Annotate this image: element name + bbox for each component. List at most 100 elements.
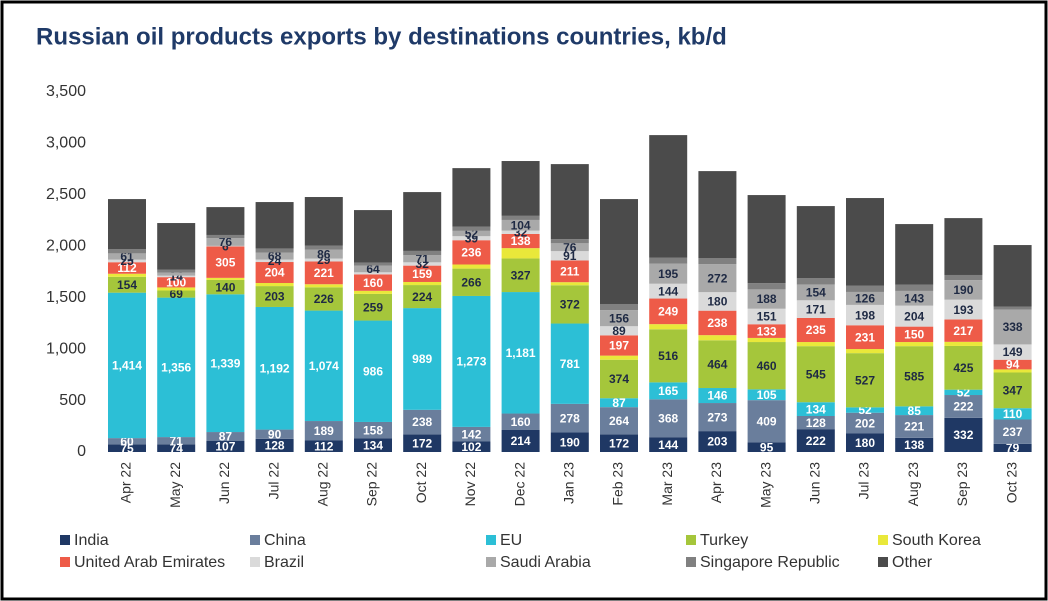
data-label: 95 [760, 440, 774, 454]
legend-label: South Korea [892, 532, 981, 549]
bar-segment [747, 400, 786, 443]
bar-segment [304, 249, 343, 259]
x-tick-label: Nov 22 [462, 462, 478, 507]
bar-segment [108, 253, 146, 260]
bar-segment [993, 306, 1032, 310]
bar-segment [255, 306, 294, 430]
bar-segment [993, 359, 1032, 370]
x-tick-label: Apr 23 [708, 462, 724, 503]
bar-segment [895, 284, 934, 291]
data-label: 107 [215, 440, 235, 454]
bar-segment [452, 441, 491, 452]
legend-swatch [878, 535, 888, 545]
bar-segment [304, 261, 343, 285]
data-label: 172 [609, 436, 629, 450]
data-label: 144 [658, 284, 678, 298]
bar-segment [157, 272, 196, 276]
legend-swatch [686, 557, 696, 567]
bar-segment [354, 293, 392, 321]
data-label: 94 [1006, 358, 1020, 372]
bar-segment [698, 335, 737, 341]
bar-segment [403, 250, 442, 256]
data-label: 259 [363, 300, 383, 314]
bar-segment [944, 417, 983, 452]
bar-segment [698, 388, 737, 404]
data-label: 126 [855, 292, 875, 306]
bar-segment [157, 290, 196, 298]
data-label: 986 [363, 364, 383, 378]
data-label: 68 [268, 249, 282, 263]
bar-segment [600, 335, 638, 356]
bar-segment [944, 280, 983, 300]
data-label: 76 [563, 240, 577, 254]
data-label: 409 [757, 414, 777, 428]
bar-segment [747, 308, 786, 325]
bar-segment [993, 344, 1032, 360]
data-label: 71 [416, 252, 430, 266]
bar-segment [600, 310, 638, 327]
bar-segment [846, 349, 884, 354]
bar-segment [501, 219, 540, 231]
bar-segment [354, 262, 392, 266]
data-label: 102 [461, 440, 481, 454]
bar-segment [550, 403, 589, 433]
bar-segment [698, 340, 737, 389]
bar-segment [993, 369, 1032, 373]
bar-segment [796, 416, 835, 430]
data-label: 87 [219, 430, 233, 444]
bar-segment [698, 431, 737, 452]
data-label: 222 [806, 434, 826, 448]
bar-segment [452, 236, 491, 241]
data-label: 1,356 [161, 361, 191, 375]
bar-segment [747, 283, 786, 290]
bar-segment [698, 258, 737, 265]
bar-segment [255, 262, 294, 284]
y-tick-label: 3,500 [46, 83, 86, 100]
bar-segment [649, 257, 688, 264]
bar-segment [944, 341, 983, 346]
bar-segment [206, 234, 245, 239]
data-label: 197 [609, 339, 629, 353]
bar-segment [600, 303, 638, 311]
data-label: 1,181 [506, 346, 536, 360]
bar-segment [993, 372, 1032, 409]
bar-segment [649, 283, 688, 299]
bar-segment [895, 415, 934, 438]
data-label: 128 [265, 439, 285, 453]
data-label: 86 [317, 247, 331, 261]
data-label: 204 [265, 266, 285, 280]
bar-segment [944, 345, 983, 390]
data-label: 266 [461, 275, 481, 289]
legend-swatch [250, 535, 260, 545]
data-label: 221 [904, 420, 924, 434]
bar-segment [796, 342, 835, 347]
bar-segment [157, 444, 196, 452]
bar-segment [304, 440, 343, 452]
bar-segment [747, 195, 786, 284]
bar-segment [600, 407, 638, 435]
bar-segment [649, 324, 688, 330]
bar-segment [255, 429, 294, 439]
chart-title: Russian oil products exports by destinat… [36, 23, 727, 50]
legend-swatch [250, 557, 260, 567]
data-label: 204 [904, 309, 924, 323]
bar-segment [796, 402, 835, 416]
data-label: 332 [953, 428, 973, 442]
data-label: 180 [707, 295, 727, 309]
data-label: 198 [855, 308, 875, 322]
bar-segment [206, 245, 245, 247]
bar-segment [304, 258, 343, 262]
bar-segment [157, 287, 196, 291]
bar-segment [108, 444, 146, 452]
bar-segment [403, 255, 442, 263]
bar-segment [649, 298, 688, 325]
data-label: 368 [658, 411, 678, 425]
bar-segment [403, 285, 442, 309]
data-label: 158 [363, 423, 383, 437]
data-label: 154 [806, 286, 826, 300]
y-tick-label: 2,500 [46, 186, 86, 203]
bar-segment [108, 249, 146, 254]
data-label: 100 [166, 275, 186, 289]
data-label: 1,192 [260, 361, 290, 375]
bar-segment [846, 291, 884, 305]
